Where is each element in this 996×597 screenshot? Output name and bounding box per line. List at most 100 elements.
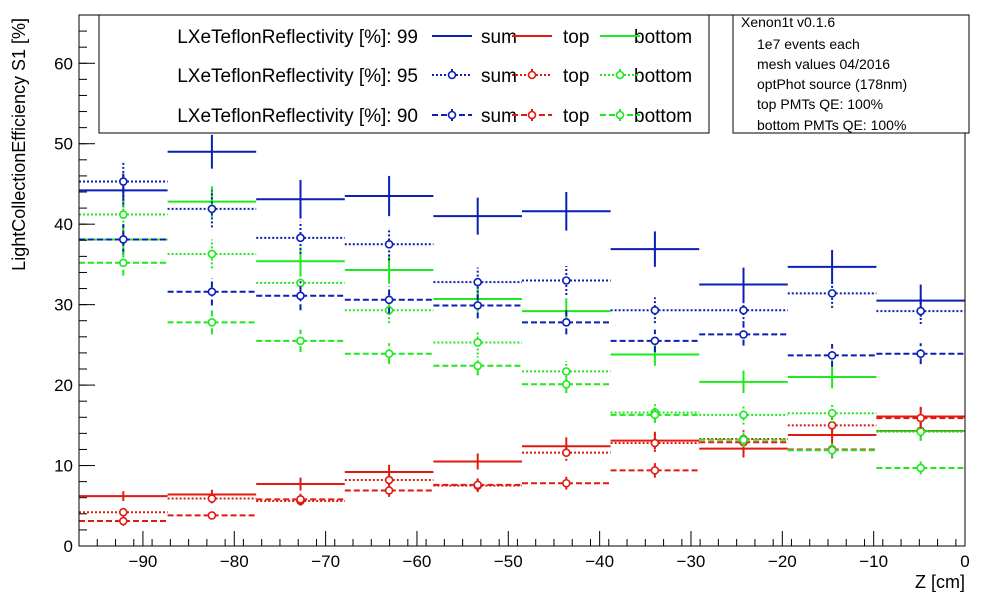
chart-marks-layer — [79, 134, 965, 526]
info-line: 1e7 events each — [757, 36, 860, 52]
data-point — [207, 511, 217, 520]
data-point — [119, 507, 128, 517]
y-tick-label: 20 — [54, 376, 73, 395]
series-sum-dashed — [79, 224, 965, 367]
data-point — [119, 235, 128, 244]
data-point — [296, 233, 305, 243]
data-point — [739, 435, 748, 445]
x-tick-label: −40 — [585, 552, 614, 571]
legend-group-label: LXeTeflonReflectivity [%]: 99 — [177, 27, 418, 48]
info-line: Xenon1t v0.1.6 — [741, 14, 835, 30]
legend-entry-label: top — [563, 27, 589, 48]
data-point — [561, 276, 571, 285]
info-frame — [732, 14, 970, 134]
data-point — [473, 277, 483, 287]
data-point — [827, 408, 837, 418]
data-point — [650, 466, 660, 475]
series-sum-dotted — [79, 162, 965, 324]
y-tick-label: 0 — [64, 537, 73, 556]
data-point — [739, 305, 748, 315]
y-tick-label: 40 — [54, 215, 73, 234]
y-tick-label: 30 — [54, 296, 73, 315]
data-point — [207, 287, 217, 297]
data-point — [119, 516, 128, 526]
data-point — [384, 475, 394, 485]
legend-entry-label: bottom — [634, 27, 692, 48]
legend-top-marker — [527, 70, 537, 80]
data-point — [739, 330, 748, 339]
legend-sum-marker — [447, 110, 457, 120]
data-point — [561, 478, 571, 488]
info-box: Xenon1t v0.1.6 1e7 events each mesh valu… — [732, 14, 970, 134]
data-point — [916, 427, 926, 437]
data-point — [916, 306, 926, 316]
data-point — [827, 289, 837, 298]
data-point — [916, 413, 926, 423]
x-tick-label: −90 — [129, 552, 158, 571]
series-bottom-dotted — [79, 198, 965, 441]
legend-entry-label: sum — [481, 27, 517, 48]
data-point — [207, 494, 217, 503]
series-sum-solid — [79, 134, 965, 317]
legend-entry-label: sum — [481, 66, 517, 87]
x-tick-label: 0 — [960, 552, 969, 571]
data-point — [296, 291, 305, 301]
y-tick-label: 50 — [54, 135, 73, 154]
series-bottom-dashed — [79, 249, 965, 475]
data-point — [561, 318, 571, 327]
data-point — [473, 480, 483, 490]
data-point — [384, 239, 394, 249]
data-point — [207, 249, 217, 259]
series-top-dotted — [79, 414, 965, 517]
legend-sum-marker — [447, 70, 457, 80]
info-line: mesh values 04/2016 — [757, 56, 890, 72]
legend-frame — [98, 14, 710, 134]
data-point — [296, 495, 305, 504]
legend-markers — [432, 35, 640, 121]
info-line: top PMTs QE: 100% — [757, 96, 883, 112]
info-line: optPhot source (178nm) — [757, 76, 907, 92]
data-point — [561, 379, 571, 389]
legend-entry-label: top — [563, 66, 589, 87]
x-tick-label: −70 — [311, 552, 340, 571]
y-tick-label: 60 — [54, 54, 73, 73]
legend-bottom-marker — [615, 70, 625, 80]
legend-bottom-marker — [615, 110, 625, 120]
legend-entry-label: bottom — [634, 66, 692, 87]
data-point — [296, 336, 305, 346]
data-point — [916, 463, 926, 473]
x-tick-label: −60 — [403, 552, 432, 571]
legend-entry-label: top — [563, 106, 589, 127]
data-point — [827, 445, 837, 455]
x-tick-label: −10 — [859, 552, 888, 571]
info-line: bottom PMTs QE: 100% — [757, 117, 906, 133]
legend-top-marker — [527, 110, 537, 120]
data-point — [119, 258, 128, 268]
data-point — [207, 204, 217, 214]
data-point — [473, 361, 483, 371]
data-point — [650, 410, 660, 420]
y-axis-label: LightCollectionEfficiency S1 [%] — [9, 18, 29, 271]
x-tick-label: −30 — [677, 552, 706, 571]
x-tick-label: −80 — [220, 552, 249, 571]
data-point — [384, 486, 394, 495]
y-tick-label: 10 — [54, 457, 73, 476]
data-point — [827, 351, 837, 360]
data-point — [561, 448, 571, 457]
data-point — [650, 305, 660, 315]
x-tick-label: −50 — [494, 552, 523, 571]
data-point — [384, 295, 394, 305]
legend-entry-label: sum — [481, 106, 517, 127]
data-point — [119, 210, 128, 219]
data-point — [650, 336, 660, 346]
data-point — [119, 177, 128, 186]
x-tick-label: −20 — [768, 552, 797, 571]
data-point — [739, 410, 748, 420]
data-point — [473, 301, 483, 310]
legend-entry-label: bottom — [634, 106, 692, 127]
data-point — [561, 367, 571, 376]
data-point — [473, 338, 483, 347]
data-point — [650, 438, 660, 448]
data-point — [916, 349, 926, 359]
legend: LXeTeflonReflectivity [%]: 99 LXeTeflonR… — [98, 14, 710, 134]
